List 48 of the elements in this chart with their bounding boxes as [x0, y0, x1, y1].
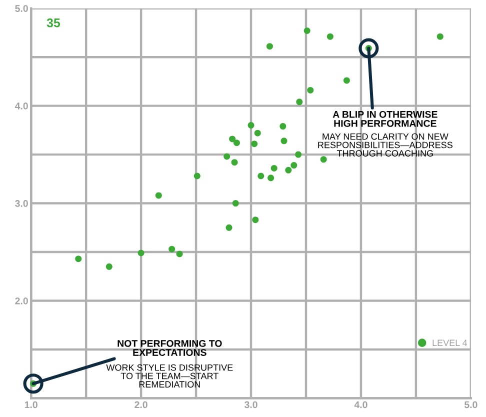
- x-tick-label: 4.0: [354, 401, 368, 408]
- point: [232, 200, 239, 207]
- point: [254, 130, 261, 136]
- legend-label: LEVEL 4: [432, 340, 468, 346]
- point: [252, 216, 259, 224]
- y-tick-label: 4.0: [14, 102, 28, 110]
- point: [270, 164, 278, 172]
- x-tick-label: 3.0: [244, 401, 258, 408]
- point: [280, 138, 288, 144]
- annotation: NOT PERFORMING TO EXPECTATIONS: [118, 340, 222, 356]
- point: [343, 77, 350, 84]
- point: [304, 28, 310, 34]
- point: [285, 166, 292, 174]
- point: [194, 172, 200, 180]
- annotation: MAY NEED CLARITY ON NEW RESPONSIBILITIES—ADDRESS THROUGH COACHING: [318, 133, 452, 157]
- point: [326, 33, 334, 40]
- point: [176, 250, 183, 258]
- point: [280, 123, 286, 130]
- x-tick-label: 2.0: [134, 401, 148, 408]
- point: [320, 156, 327, 163]
- point: [290, 162, 298, 169]
- point: [307, 86, 314, 94]
- y-tick-label: 5.0: [15, 5, 28, 12]
- point: [251, 140, 258, 148]
- point: [233, 140, 240, 146]
- point: [258, 172, 264, 180]
- point: [168, 246, 176, 252]
- point: [268, 174, 274, 182]
- y-tick-label: 3.0: [15, 200, 28, 207]
- point: [138, 250, 144, 256]
- point: [231, 159, 238, 166]
- point: [224, 153, 230, 160]
- point: [106, 263, 112, 270]
- x-tick-label: 1.0: [24, 401, 38, 408]
- point: [155, 192, 162, 199]
- point: [266, 43, 273, 50]
- point: [248, 122, 254, 129]
- x-tick-label: 5.0: [464, 401, 478, 408]
- annotation: A BLIP IN OTHERWISE HIGH PERFORMANCE: [332, 110, 438, 127]
- point: [229, 136, 236, 142]
- point: [295, 151, 302, 158]
- point: [436, 33, 444, 40]
- point: [296, 98, 303, 106]
- annotation: 35: [46, 18, 60, 28]
- y-tick-label: 2.0: [15, 297, 28, 304]
- point: [226, 224, 232, 231]
- annotation: WORK STYLE IS DISRUPTIVE TO THE TEAM—START REMEDIATION: [106, 364, 233, 388]
- point: [75, 256, 82, 262]
